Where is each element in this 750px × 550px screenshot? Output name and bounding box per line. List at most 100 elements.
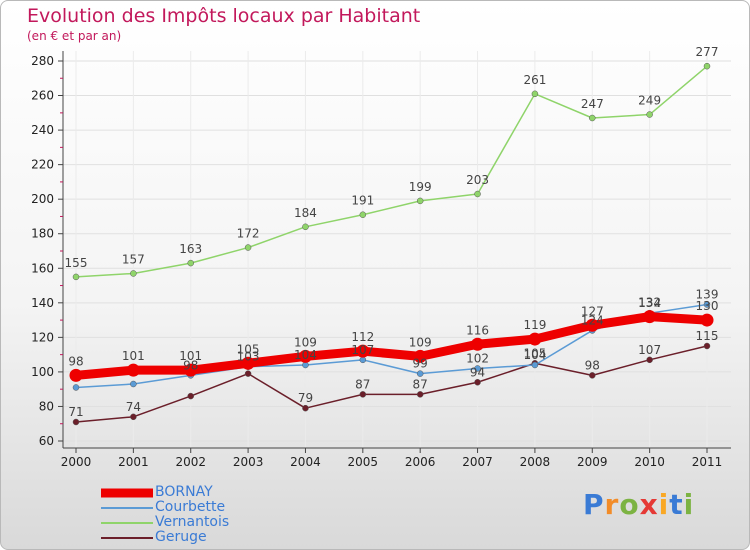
data-label-geruge: 87 bbox=[413, 377, 428, 391]
data-label-courbette: 104 bbox=[294, 348, 317, 362]
data-label-bornay: 112 bbox=[351, 330, 374, 344]
y-tick-label: 260 bbox=[31, 89, 54, 103]
data-label-geruge: 71 bbox=[68, 405, 83, 419]
y-tick-label: 80 bbox=[39, 399, 54, 413]
x-tick-label: 2010 bbox=[634, 455, 665, 469]
point-vernantois bbox=[130, 270, 137, 277]
point-vernantois bbox=[187, 259, 194, 267]
point-geruge bbox=[703, 342, 711, 350]
data-label-vernantois: 203 bbox=[466, 173, 489, 187]
point-bornay bbox=[413, 349, 427, 363]
data-label-courbette: 98 bbox=[183, 358, 198, 372]
legend-label-vernantois: Vernantois bbox=[155, 514, 230, 530]
point-vernantois bbox=[72, 273, 80, 281]
data-label-courbette: 134 bbox=[638, 296, 661, 310]
data-label-courbette: 99 bbox=[413, 357, 428, 371]
data-label-bornay: 132 bbox=[638, 296, 661, 310]
logo-letter: i bbox=[683, 488, 695, 521]
series-line-bornay bbox=[71, 312, 712, 380]
point-vernantois bbox=[359, 211, 367, 218]
point-courbette bbox=[130, 380, 137, 388]
x-tick-label: 2000 bbox=[61, 455, 92, 469]
data-label-geruge: 115 bbox=[696, 329, 719, 343]
logo-letter: i bbox=[658, 488, 670, 521]
y-tick-label: 100 bbox=[31, 365, 54, 379]
point-bornay bbox=[528, 332, 542, 346]
chart-subtitle: (en € et par an) bbox=[27, 29, 122, 43]
data-label-bornay: 98 bbox=[68, 354, 83, 368]
x-tick-label: 2006 bbox=[405, 455, 436, 469]
point-vernantois bbox=[474, 190, 481, 198]
series-line-geruge bbox=[75, 345, 708, 423]
data-label-geruge: 87 bbox=[355, 377, 370, 391]
logo-letter: t bbox=[669, 488, 684, 521]
point-geruge bbox=[589, 372, 596, 379]
x-tick-label: 2011 bbox=[692, 455, 723, 469]
x-tick-label: 2004 bbox=[290, 455, 321, 469]
point-bornay bbox=[69, 368, 83, 382]
data-label-bornay: 116 bbox=[466, 323, 489, 337]
logo-letter: r bbox=[604, 488, 620, 521]
y-tick-label: 180 bbox=[31, 227, 54, 241]
data-label-geruge: 94 bbox=[470, 365, 485, 379]
series-line-courbette bbox=[75, 303, 708, 389]
point-bornay bbox=[241, 356, 255, 370]
data-label-bornay: 119 bbox=[523, 318, 546, 332]
point-geruge bbox=[416, 391, 424, 398]
point-geruge bbox=[72, 418, 80, 426]
data-label-bornay: 101 bbox=[179, 349, 202, 363]
point-bornay bbox=[643, 310, 657, 324]
data-label-vernantois: 191 bbox=[351, 194, 374, 208]
point-geruge bbox=[646, 356, 653, 364]
point-bornay bbox=[471, 337, 485, 351]
x-tick-label: 2007 bbox=[462, 455, 493, 469]
point-bornay bbox=[184, 363, 198, 377]
point-courbette bbox=[359, 356, 367, 364]
data-label-bornay: 127 bbox=[581, 304, 604, 318]
point-bornay bbox=[700, 313, 714, 327]
point-courbette bbox=[302, 361, 309, 369]
data-label-vernantois: 163 bbox=[179, 242, 202, 256]
data-label-bornay: 105 bbox=[237, 342, 260, 356]
chart-title: Evolution des Impôts locaux par Habitant bbox=[27, 5, 421, 27]
x-tick-label: 2005 bbox=[348, 455, 379, 469]
y-tick-label: 160 bbox=[31, 261, 54, 275]
data-label-geruge: 107 bbox=[638, 343, 661, 357]
point-geruge bbox=[244, 370, 252, 377]
logo-letter: o bbox=[619, 488, 640, 521]
point-bornay bbox=[356, 344, 370, 358]
point-bornay bbox=[126, 363, 140, 377]
point-bornay bbox=[585, 318, 599, 332]
point-vernantois bbox=[302, 223, 309, 231]
x-tick-label: 2009 bbox=[577, 455, 608, 469]
data-label-vernantois: 277 bbox=[696, 45, 719, 59]
y-tick-label: 240 bbox=[31, 123, 54, 137]
data-label-bornay: 109 bbox=[409, 335, 432, 349]
point-geruge bbox=[359, 391, 367, 398]
legend-swatch-courbette bbox=[101, 506, 153, 509]
point-courbette bbox=[703, 301, 711, 308]
data-label-vernantois: 249 bbox=[638, 94, 661, 108]
data-label-bornay: 101 bbox=[122, 349, 145, 363]
point-vernantois bbox=[416, 197, 424, 205]
legend-swatch-geruge bbox=[101, 536, 153, 539]
data-label-courbette: 124 bbox=[581, 313, 604, 327]
legend-swatch-vernantois bbox=[101, 521, 153, 524]
logo-letter: P bbox=[583, 488, 605, 521]
point-geruge bbox=[302, 404, 309, 412]
point-vernantois bbox=[703, 62, 711, 70]
point-courbette bbox=[531, 361, 539, 369]
legend-label-bornay: BORNAY bbox=[155, 484, 213, 500]
x-tick-label: 2003 bbox=[233, 455, 264, 469]
legend-swatch-bornay bbox=[101, 488, 153, 497]
point-courbette bbox=[416, 370, 424, 377]
data-label-vernantois: 199 bbox=[409, 180, 432, 194]
data-label-geruge: 79 bbox=[298, 391, 313, 405]
data-label-courbette: 107 bbox=[351, 343, 374, 357]
x-tick-label: 2001 bbox=[118, 455, 149, 469]
series-line-vernantois bbox=[75, 65, 708, 278]
x-tick-label: 2008 bbox=[520, 455, 551, 469]
data-label-vernantois: 184 bbox=[294, 206, 317, 220]
logo-letter: x bbox=[639, 488, 659, 521]
